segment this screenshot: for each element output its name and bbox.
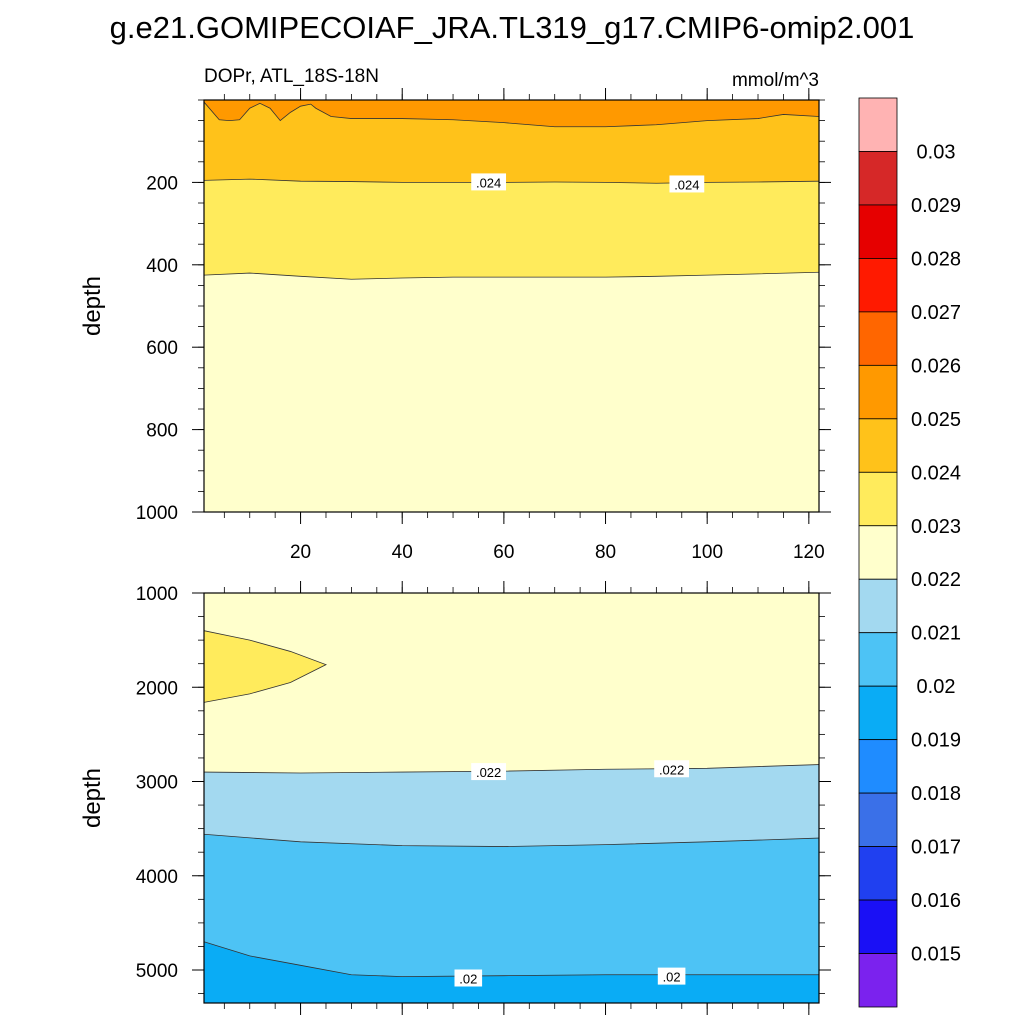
colorbar-swatch — [858, 792, 898, 847]
x-tick-label: 20 — [290, 542, 311, 563]
x-tick-label: 120 — [793, 542, 825, 563]
upper-panel: .024 .024 200 400 600 800 1000 20 40 60 80 100 120 — [136, 88, 831, 563]
figure-title: g.e21.GOMIPECOIAF_JRA.TL319_g17.CMIP6-om… — [110, 10, 915, 45]
colorbar-label: 0.016 — [911, 890, 961, 912]
colorbar-label: 0.025 — [911, 409, 961, 431]
contour-label: .024 — [476, 175, 501, 190]
y-tick-label: 5000 — [136, 961, 178, 982]
colorbar-label: 0.015 — [911, 944, 961, 966]
colorbar-swatch — [858, 311, 898, 366]
upper-y-axis-label: depth — [79, 276, 106, 336]
x-tick-label: 60 — [493, 542, 514, 563]
colorbar-swatch — [858, 204, 898, 259]
colorbar-label: 0.024 — [911, 462, 961, 484]
y-tick-label: 4000 — [136, 867, 178, 888]
contour-label-box — [471, 173, 507, 191]
y-tick-label: 1000 — [136, 584, 178, 605]
x-tick-label: 80 — [595, 542, 616, 563]
contour-label: .02 — [459, 971, 477, 986]
colorbar-label: 0.022 — [911, 569, 961, 591]
colorbar-swatch — [858, 525, 898, 580]
contour-label-box — [669, 175, 705, 193]
y-tick-label: 600 — [146, 338, 178, 359]
colorbar-label: 0.018 — [911, 783, 961, 805]
colorbar: 0.03 0.029 0.028 0.027 0.026 0.025 0.024 0.023 0… — [858, 97, 961, 1008]
colorbar-swatch — [858, 578, 898, 634]
contour-label-box — [454, 969, 483, 987]
y-tick-label: 3000 — [136, 773, 178, 794]
contour-label: .022 — [659, 762, 684, 777]
colorbar-swatch — [858, 97, 898, 152]
colorbar-label: 0.028 — [911, 248, 961, 270]
y-tick-label: 1000 — [136, 503, 178, 524]
colorbar-label: 0.017 — [911, 837, 961, 859]
colorbar-swatch — [858, 739, 898, 794]
colorbar-label: 0.029 — [911, 195, 961, 217]
x-tick-label: 40 — [392, 542, 413, 563]
y-tick-label: 400 — [146, 256, 178, 277]
contour-label-box — [654, 760, 690, 778]
contour-label: .02 — [663, 970, 681, 985]
colorbar-swatch — [858, 364, 898, 420]
contour-label: .022 — [476, 765, 501, 780]
colorbar-swatch — [858, 846, 898, 901]
x-tick-label: 100 — [691, 542, 723, 563]
y-tick-label: 800 — [146, 421, 178, 442]
colorbar-swatch — [858, 632, 898, 687]
colorbar-label: 0.03 — [917, 141, 956, 163]
colorbar-swatch — [858, 151, 898, 206]
lower-y-axis-label: depth — [79, 768, 106, 828]
colorbar-swatch — [858, 258, 898, 313]
colorbar-label: 0.027 — [911, 302, 961, 324]
colorbar-label: 0.019 — [911, 730, 961, 752]
units-label: mmol/m^3 — [732, 70, 819, 91]
colorbar-swatch — [858, 953, 898, 1008]
contour-label-box — [471, 763, 507, 781]
panel-subtitle: DOPr, ATL_18S-18N — [204, 66, 379, 87]
colorbar-swatch — [858, 471, 898, 527]
colorbar-swatch — [858, 899, 898, 954]
colorbar-label: 0.02 — [917, 676, 956, 698]
y-tick-label: 2000 — [136, 678, 178, 699]
contour-label-box — [657, 967, 686, 985]
colorbar-label: 0.021 — [911, 623, 961, 645]
y-tick-label: 200 — [146, 173, 178, 194]
colorbar-swatch — [858, 685, 898, 741]
colorbar-label: 0.026 — [911, 355, 961, 377]
lower-panel: .022 .022 .02 .02 1000 2000 3000 4000 5000 — [136, 581, 831, 1015]
contour-label: .024 — [674, 177, 699, 192]
colorbar-label: 0.023 — [911, 516, 961, 538]
colorbar-swatch — [858, 418, 898, 473]
